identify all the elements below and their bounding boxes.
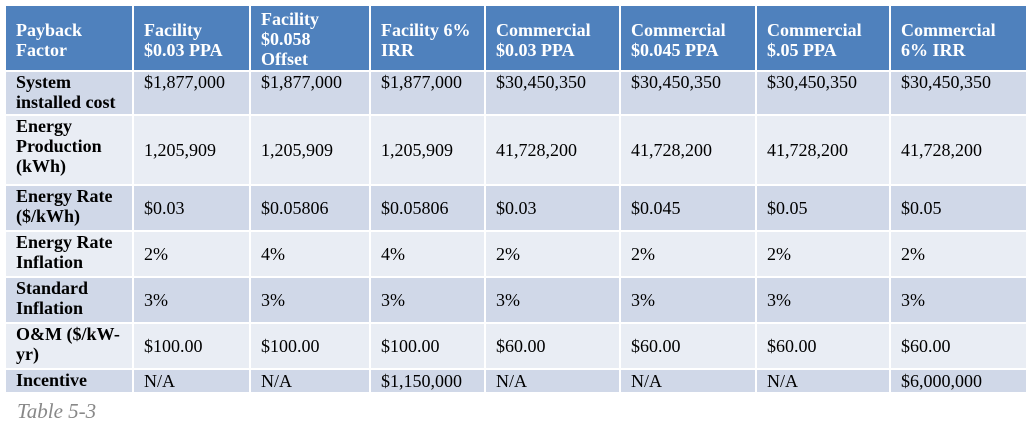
table-cell: N/A [755,368,891,394]
table-cell: 2% [889,230,1028,278]
header-cell: Commercial $.05 PPA [755,4,891,72]
header-cell: Facility $0.058 Offset [249,4,371,72]
table-cell: $30,450,350 [619,70,757,116]
header-cell: Facility $0.03 PPA [132,4,251,72]
table-cell: 1,205,909 [249,114,371,186]
header-cell: Commercial 6% IRR [889,4,1028,72]
table-cell: 2% [755,230,891,278]
header-cell: Commercial $0.03 PPA [484,4,621,72]
table-row: Standard Inflation 3% 3% 3% 3% 3% 3% 3% [4,276,1028,324]
table-row: Energy Rate ($/kWh) $0.03 $0.05806 $0.05… [4,184,1028,232]
table-cell: $0.05 [889,184,1028,232]
header-cell: Facility 6% IRR [369,4,486,72]
table-cell: $1,877,000 [369,70,486,116]
table-cell: $30,450,350 [889,70,1028,116]
table-cell: 41,728,200 [755,114,891,186]
table-cell: $100.00 [132,322,251,370]
table-caption: Table 5-3 [17,399,97,423]
row-label: O&M ($/kW-yr) [4,322,134,370]
table-cell: $1,877,000 [132,70,251,116]
table-cell: $1,150,000 [369,368,486,394]
table-cell: 41,728,200 [484,114,621,186]
table-cell: 2% [619,230,757,278]
table-cell: $0.045 [619,184,757,232]
table-cell: $60.00 [889,322,1028,370]
row-label: Energy Production (kWh) [4,114,134,186]
table-cell: 4% [249,230,371,278]
row-label: Standard Inflation [4,276,134,324]
table-row: Incentive N/A N/A $1,150,000 N/A N/A N/A… [4,368,1028,394]
header-row: Payback Factor Facility $0.03 PPA Facili… [4,4,1028,72]
table-row: Energy Production (kWh) 1,205,909 1,205,… [4,114,1028,186]
table-cell: 1,205,909 [369,114,486,186]
table-cell: 3% [755,276,891,324]
table-cell: $30,450,350 [484,70,621,116]
table-cell: 2% [132,230,251,278]
row-label: Energy Rate Inflation [4,230,134,278]
table-cell: $100.00 [369,322,486,370]
table-cell: $60.00 [755,322,891,370]
row-label: Energy Rate ($/kWh) [4,184,134,232]
row-label: System installed cost [4,70,134,116]
table-cell: $0.03 [132,184,251,232]
table-cell: $60.00 [484,322,621,370]
table-cell: 3% [889,276,1028,324]
table-row: O&M ($/kW-yr) $100.00 $100.00 $100.00 $6… [4,322,1028,370]
table-cell: $60.00 [619,322,757,370]
table-cell: $1,877,000 [249,70,371,116]
table-cell: 3% [484,276,621,324]
table-cell: 1,205,909 [132,114,251,186]
table-row: System installed cost $1,877,000 $1,877,… [4,70,1028,116]
table-cell: 3% [132,276,251,324]
table-cell: 3% [249,276,371,324]
payback-table: Payback Factor Facility $0.03 PPA Facili… [4,4,1028,394]
header-cell: Payback Factor [4,4,134,72]
table-cell: N/A [132,368,251,394]
table-cell: N/A [484,368,621,394]
table-cell: N/A [249,368,371,394]
header-cell: Commercial $0.045 PPA [619,4,757,72]
table-cell: 4% [369,230,486,278]
payback-table-container: Payback Factor Facility $0.03 PPA Facili… [4,4,1028,394]
table-cell: $30,450,350 [755,70,891,116]
row-label: Incentive [4,368,134,394]
table-cell: $6,000,000 [889,368,1028,394]
table-cell: $0.05806 [369,184,486,232]
table-cell: $0.03 [484,184,621,232]
table-row: Energy Rate Inflation 2% 4% 4% 2% 2% 2% … [4,230,1028,278]
table-cell: N/A [619,368,757,394]
table-cell: 41,728,200 [619,114,757,186]
table-cell: 3% [619,276,757,324]
table-cell: $0.05806 [249,184,371,232]
table-cell: $100.00 [249,322,371,370]
table-cell: 3% [369,276,486,324]
table-cell: 2% [484,230,621,278]
table-cell: 41,728,200 [889,114,1028,186]
table-cell: $0.05 [755,184,891,232]
